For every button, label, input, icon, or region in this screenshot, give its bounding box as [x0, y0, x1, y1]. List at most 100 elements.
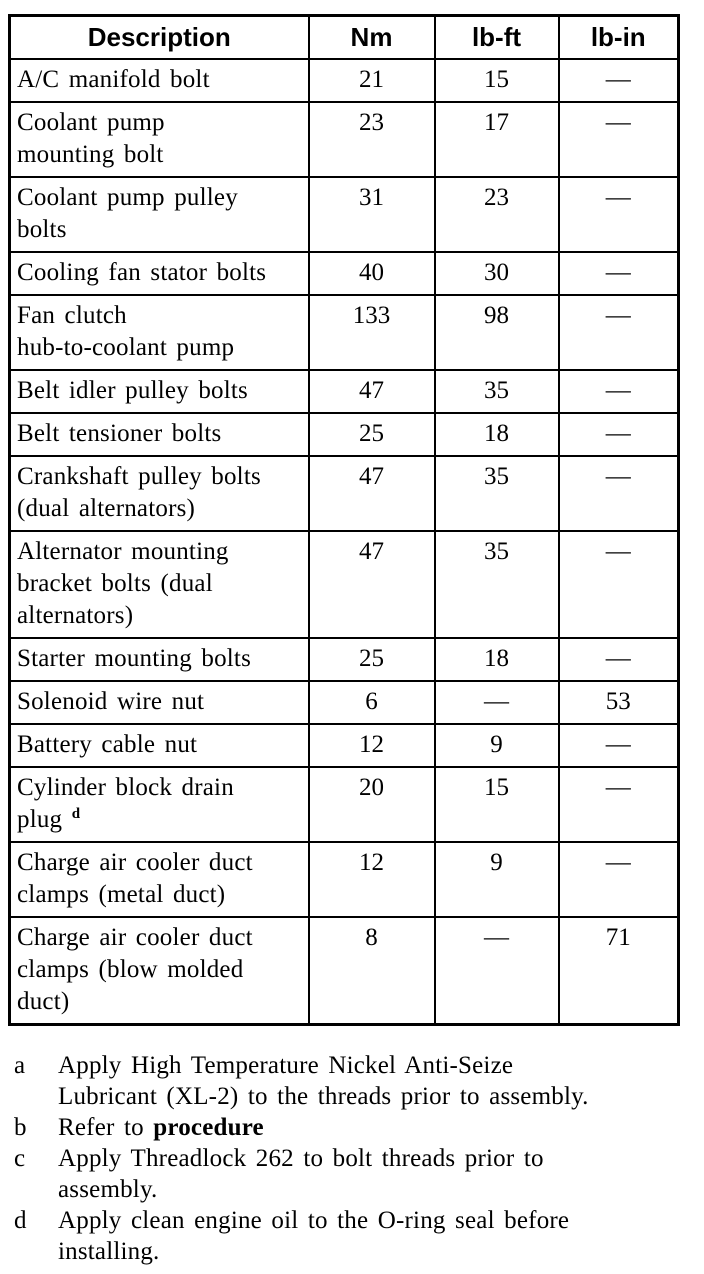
description-cell: Belt tensioner bolts	[8, 412, 310, 457]
table-row: Coolant pump pulley bolts 31 23—	[8, 176, 680, 253]
table-row: Solenoid wire nut 6—53	[8, 680, 680, 725]
lb-ft-cell: 18	[433, 412, 560, 457]
footnote-text: Refer to procedure	[58, 1114, 264, 1141]
description-cell: Solenoid wire nut	[8, 680, 310, 725]
text-segment: installing.	[58, 1238, 160, 1265]
footnote-text: Apply Threadlock 262 to bolt threads pri…	[58, 1145, 544, 1203]
lb-in-cell: —	[557, 294, 680, 371]
text-segment: Belt tensioner bolts	[17, 420, 222, 447]
text-segment: Battery cable nut	[17, 731, 198, 758]
description-cell: Fan clutch hub-to-coolant pump	[8, 294, 310, 371]
lb-ft-cell: 35	[433, 455, 560, 532]
text-segment: Belt idler pulley bolts	[17, 377, 248, 404]
text-segment: Refer to	[58, 1114, 154, 1141]
nm-cell: 47	[307, 455, 436, 532]
description-cell: Coolant pump pulley bolts	[8, 176, 310, 253]
lb-ft-cell: 15	[433, 766, 560, 843]
footnote-letter: a	[14, 1052, 26, 1079]
text-segment: alternators)	[17, 602, 134, 629]
text-segment: (dual alternators)	[17, 495, 196, 522]
table-row: Charge air cooler duct clamps (blow molde…	[8, 916, 680, 1026]
lb-in-cell: —	[557, 530, 680, 639]
description-cell: Coolant pump mounting bolt	[8, 101, 310, 178]
lb-in-cell: —	[557, 766, 680, 843]
nm-cell: 8	[307, 916, 436, 1026]
text-segment: hub-to-coolant pump	[17, 334, 235, 361]
lb-ft-cell: 98	[433, 294, 560, 371]
footnote-letter: b	[14, 1114, 27, 1141]
nm-cell: 12	[307, 723, 436, 768]
table-row: Alternator mounting bracket bolts (dual al…	[8, 530, 680, 639]
footnote-c: c Apply Threadlock 262 to bolt threads pr…	[14, 1143, 690, 1205]
description-cell: Starter mounting bolts	[8, 637, 310, 682]
footnote-marker: d	[71, 806, 81, 822]
text-segment: Apply clean engine oil to the O-ring sea…	[58, 1207, 570, 1234]
description-cell: Battery cable nut	[8, 723, 310, 768]
lb-ft-cell: 15	[433, 58, 560, 103]
footnote-letter: d	[14, 1207, 27, 1234]
footnotes-section: a Apply High Temperature Nickel Anti-Seiz…	[14, 1050, 690, 1267]
lb-in-cell: —	[557, 176, 680, 253]
description-cell: A/C manifold bolt	[8, 58, 310, 103]
nm-cell: 47	[307, 369, 436, 414]
nm-cell: 23	[307, 101, 436, 178]
lb-ft-cell: 18	[433, 637, 560, 682]
description-cell: Crankshaft pulley bolts (dual alternators…	[8, 455, 310, 532]
text-segment: bolts	[17, 216, 67, 243]
nm-cell: 21	[307, 58, 436, 103]
lb-in-cell: 71	[557, 916, 680, 1026]
lb-ft-cell: 23	[433, 176, 560, 253]
table-row: Cylinder block drain plug d 20 15—	[8, 766, 680, 843]
table-row: Crankshaft pulley bolts (dual alternators…	[8, 455, 680, 532]
lb-in-cell: —	[557, 412, 680, 457]
lb-in-cell: —	[557, 723, 680, 768]
lb-ft-cell: 30	[433, 251, 560, 296]
text-segment: Charge air cooler duct	[17, 849, 253, 876]
text-segment: Fan clutch	[17, 302, 127, 329]
lb-in-cell: —	[557, 58, 680, 103]
text-segment: Apply Threadlock 262 to bolt threads pri…	[58, 1145, 544, 1172]
table-row: Cooling fan stator bolts 40 30—	[8, 251, 680, 296]
nm-cell: 31	[307, 176, 436, 253]
lb-ft-cell: 9	[433, 841, 560, 918]
text-segment: mounting bolt	[17, 141, 164, 168]
text-segment: Charge air cooler duct	[17, 924, 253, 951]
footnote-text: Apply High Temperature Nickel Anti-Seize…	[58, 1052, 589, 1110]
nm-cell: 12	[307, 841, 436, 918]
table-row: Belt tensioner bolts 25 18—	[8, 412, 680, 457]
text-segment: A/C manifold bolt	[17, 66, 210, 93]
text-segment: Coolant pump pulley	[17, 184, 238, 211]
lb-in-cell: —	[557, 637, 680, 682]
text-segment: Lubricant (XL-2) to the threads prior to…	[58, 1083, 589, 1110]
table-row: Belt idler pulley bolts 47 35—	[8, 369, 680, 414]
lb-ft-cell: —	[433, 680, 560, 725]
text-segment: Crankshaft pulley bolts	[17, 463, 261, 490]
text-segment: clamps (blow molded	[17, 956, 244, 983]
nm-cell: 25	[307, 637, 436, 682]
text-segment: assembly.	[58, 1176, 158, 1203]
table-row: Fan clutch hub-to-coolant pump 133 98—	[8, 294, 680, 371]
table-header-row: Description Nm lb-ft lb-in	[8, 14, 680, 60]
footnote-d: d Apply clean engine oil to the O-ring se…	[14, 1205, 690, 1267]
text-segment: Alternator mounting	[17, 538, 229, 565]
lb-in-cell: —	[557, 101, 680, 178]
text-segment: Cooling fan stator bolts	[17, 259, 267, 286]
nm-cell: 47	[307, 530, 436, 639]
text-segment: Coolant pump	[17, 109, 165, 136]
table-row: Starter mounting bolts 25 18—	[8, 637, 680, 682]
nm-cell: 133	[307, 294, 436, 371]
column-header-nm: Nm	[307, 14, 436, 60]
text-segment: Solenoid wire nut	[17, 688, 205, 715]
text-segment: clamps (metal duct)	[17, 881, 226, 908]
lb-in-cell: 53	[557, 680, 680, 725]
lb-in-cell: —	[557, 369, 680, 414]
footnote-a: a Apply High Temperature Nickel Anti-Seiz…	[14, 1050, 690, 1112]
description-cell: Belt idler pulley bolts	[8, 369, 310, 414]
lb-ft-cell: 9	[433, 723, 560, 768]
nm-cell: 6	[307, 680, 436, 725]
footnote-letter: c	[14, 1145, 26, 1172]
description-cell: Cylinder block drain plug d	[8, 766, 310, 843]
table-row: A/C manifold bolt 21 15—	[8, 58, 680, 103]
lb-ft-cell: 17	[433, 101, 560, 178]
procedure-link[interactable]: procedure	[153, 1114, 264, 1141]
